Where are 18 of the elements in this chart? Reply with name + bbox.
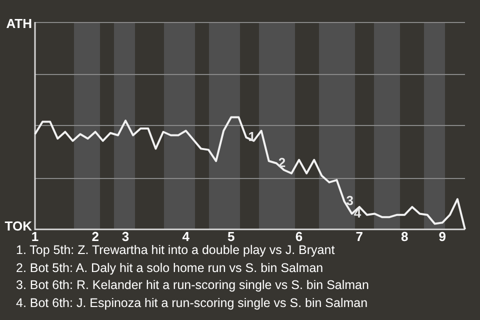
text: TOK [4,218,33,234]
text: 1. Top 5th: Z. Trewartha hit into a double play vs J. Bryant [16,242,336,259]
x-tick-label: 3 [122,228,130,244]
text: 3. Bot 6th: R. Kelander hit a run-scoring single vs S. bin Salman [16,277,369,294]
x-tick-label: 7 [356,228,364,244]
x-tick-label: 1 [31,228,39,244]
text: 4. Bot 6th: J. Espinoza hit a run-scoring single vs S. bin Salman [16,294,369,312]
x-tick-label: 8 [401,228,408,244]
x-tick-label: 9 [438,228,446,244]
annotation: 3 [346,192,354,208]
text: ATH [6,16,32,32]
x-tick-label: 6 [295,228,303,244]
annotation: 2 [278,154,286,170]
x-tick-label: 4 [182,228,190,244]
annotation: 4 [354,205,362,220]
x-tick-label: 5 [228,228,235,244]
text: 2. Bot 5th: A. Daly hit a solo home run vs S. bin Salman [16,260,324,277]
x-tick-label: 2 [92,228,99,244]
